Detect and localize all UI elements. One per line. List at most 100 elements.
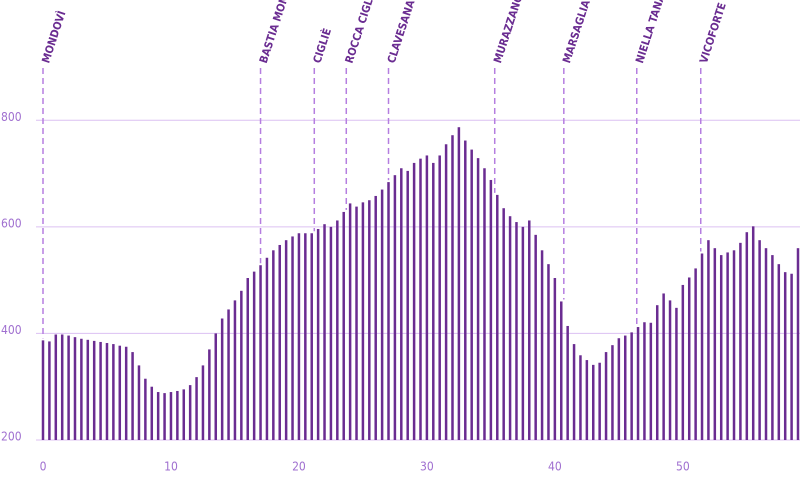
bar <box>745 232 749 440</box>
place-label: NIELLA TANARO <box>633 0 673 65</box>
bar <box>342 211 345 440</box>
bar <box>758 240 761 440</box>
bar <box>655 305 659 440</box>
place-label: VICOFORTE <box>697 1 729 65</box>
bar <box>86 339 90 440</box>
bar <box>310 233 313 440</box>
bar <box>694 268 697 440</box>
bar <box>387 182 390 440</box>
bar <box>489 179 493 441</box>
bar <box>662 293 665 440</box>
bar <box>233 300 237 440</box>
bar <box>636 327 640 440</box>
bar <box>220 318 224 440</box>
bar <box>323 224 326 440</box>
bar <box>329 226 333 440</box>
bar <box>540 250 544 440</box>
y-tick-label: 800 <box>1 110 22 124</box>
bar <box>137 365 141 440</box>
bar <box>592 364 595 440</box>
bar <box>783 272 787 440</box>
bar <box>790 273 793 440</box>
bar <box>124 346 128 440</box>
bar <box>60 334 64 440</box>
bar <box>681 284 685 440</box>
bar <box>400 168 403 440</box>
bar <box>374 195 377 440</box>
place-label: ROCCA CIGLIÈ <box>343 0 379 65</box>
bar <box>278 244 281 440</box>
bar <box>451 135 454 440</box>
bar <box>508 216 512 440</box>
bar <box>348 203 352 440</box>
bar <box>739 242 742 440</box>
bar <box>304 233 307 440</box>
bar <box>528 220 531 440</box>
x-tick-label: 20 <box>292 460 306 474</box>
bar <box>163 393 166 440</box>
bar <box>438 155 441 440</box>
y-tick-label: 200 <box>1 430 22 444</box>
bar <box>54 334 58 440</box>
bar <box>259 265 262 440</box>
bar <box>483 168 486 440</box>
bar <box>687 277 691 440</box>
place-label: BASTIA MONDOVÌ <box>257 0 300 65</box>
bar <box>105 343 109 440</box>
bar <box>572 344 576 440</box>
bar <box>246 278 249 440</box>
bar <box>726 252 729 440</box>
bar <box>41 340 45 440</box>
bar <box>432 162 435 440</box>
bar <box>751 226 755 440</box>
bar <box>719 255 723 440</box>
bar <box>92 340 96 440</box>
bar <box>668 300 672 440</box>
place-label: MARSAGLIA <box>560 0 593 65</box>
bar <box>195 377 198 440</box>
bar <box>713 248 717 440</box>
y-tick-label: 600 <box>1 216 22 230</box>
bar <box>201 365 205 440</box>
bar <box>598 362 601 440</box>
x-tick-label: 40 <box>548 460 562 474</box>
bar <box>496 194 499 440</box>
bar <box>553 278 557 440</box>
place-label: MONDOVÌ <box>39 9 68 65</box>
bar <box>777 264 781 440</box>
bar <box>732 250 736 440</box>
bar <box>80 338 83 440</box>
bar <box>156 392 160 440</box>
bar <box>560 301 563 440</box>
bar <box>764 248 768 440</box>
bar <box>336 220 339 440</box>
bar <box>380 189 384 440</box>
bar <box>118 345 122 440</box>
bar <box>355 206 358 440</box>
bar <box>368 200 371 440</box>
bar <box>675 307 678 440</box>
bar <box>406 170 409 440</box>
bar <box>470 149 473 441</box>
bar <box>521 226 525 440</box>
x-tick-label: 50 <box>676 460 690 474</box>
bar <box>297 233 301 440</box>
bar <box>361 202 365 440</box>
x-tick-label: 10 <box>164 460 178 474</box>
bar <box>67 335 70 440</box>
bar <box>547 264 550 440</box>
bar <box>73 337 77 440</box>
bar <box>425 155 429 440</box>
bar <box>176 390 179 440</box>
bar <box>144 378 147 440</box>
bar <box>131 352 134 440</box>
bar <box>112 344 115 440</box>
bar <box>265 257 269 440</box>
bar <box>796 248 800 440</box>
bar <box>291 236 294 440</box>
bar <box>272 250 275 440</box>
x-tick-label: 0 <box>40 460 47 474</box>
bar <box>534 234 537 440</box>
bar <box>611 345 614 440</box>
